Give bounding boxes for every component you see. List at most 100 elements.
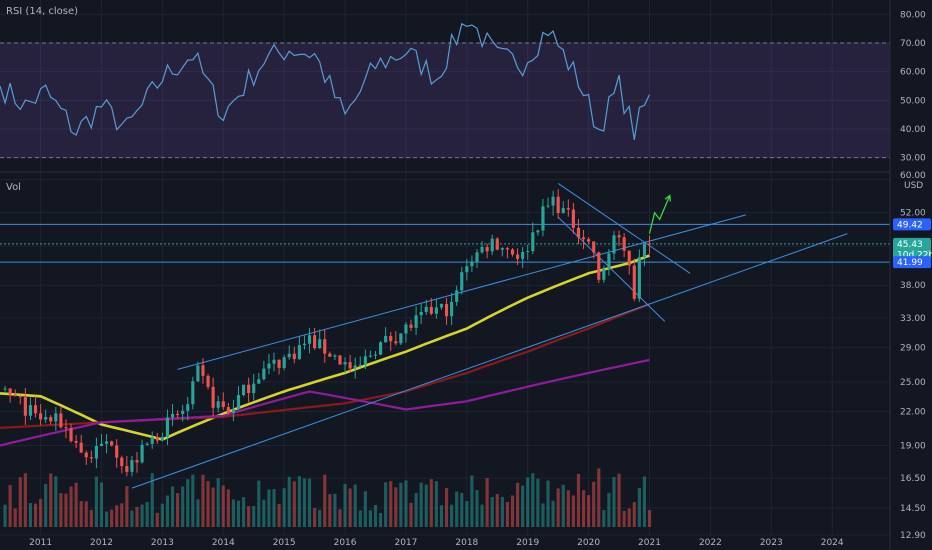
volume-bar: [434, 481, 438, 527]
volume-bar: [531, 473, 535, 527]
volume-bar: [602, 510, 606, 527]
candle-body: [414, 315, 418, 328]
candle-body: [247, 384, 251, 393]
candle-body: [44, 417, 48, 420]
volume-bar: [455, 491, 459, 527]
candle-body: [28, 405, 33, 416]
candle-body: [130, 460, 134, 472]
candle-body: [363, 356, 367, 365]
time-axis-label: 2019: [516, 538, 539, 548]
volume-bar: [54, 476, 58, 527]
volume-bar: [252, 505, 256, 527]
volume-bar: [399, 482, 403, 527]
candle-body: [566, 208, 570, 210]
volume-bar: [612, 477, 616, 527]
candle-body: [510, 249, 515, 255]
candle-body: [480, 247, 484, 253]
volume-bar: [160, 503, 164, 527]
volume-bar: [597, 468, 601, 527]
volume-title: Vol: [6, 182, 21, 193]
candle-body: [115, 445, 119, 458]
volume-bar: [313, 507, 317, 527]
candle-body: [384, 336, 388, 343]
candle-body: [368, 355, 372, 357]
candle-body: [33, 405, 38, 414]
candle-body: [287, 353, 291, 358]
rsi-title: RSI (14, close): [6, 6, 78, 17]
volume-bar: [170, 486, 175, 527]
candle-body: [241, 384, 246, 396]
candle-body: [328, 353, 332, 357]
candle-body: [307, 335, 312, 344]
time-axis[interactable]: 2011 2012 2013 2014 2015 2016 2017 2018 2019 2020…: [29, 538, 844, 548]
volume-bar: [135, 506, 139, 527]
candle-body: [302, 343, 307, 346]
volume-bar: [348, 488, 352, 527]
volume-bar: [262, 499, 266, 527]
candle-body: [581, 237, 586, 240]
volume-bar: [272, 489, 276, 527]
rsi-panel[interactable]: RSI (14, close): [0, 6, 890, 159]
candle-body: [186, 404, 190, 411]
volume-bar: [125, 486, 129, 527]
time-axis-label: 2020: [577, 538, 600, 548]
candle-body: [79, 442, 83, 453]
candle-body: [637, 257, 641, 299]
volume-bar: [536, 478, 540, 527]
candle-body: [125, 466, 129, 472]
volume-bar: [642, 476, 647, 527]
rsi-tick-label: 30.00: [900, 154, 926, 164]
candle-body: [145, 443, 149, 445]
candle-body: [561, 208, 565, 214]
candle-body: [181, 410, 185, 414]
candle-body: [556, 196, 560, 214]
candle-body: [13, 394, 17, 397]
candle-body: [434, 307, 438, 314]
candle-body: [647, 243, 652, 245]
price-tick-label: 33.00: [900, 314, 926, 324]
volume-bar: [79, 501, 83, 527]
volume-bar: [632, 502, 636, 527]
volume-bar: [33, 503, 38, 527]
candle-body: [500, 248, 504, 250]
candle-body: [297, 345, 301, 360]
candle-body: [338, 355, 342, 365]
volume-bar: [140, 504, 144, 527]
price-badge: [893, 237, 931, 250]
volume-bar: [389, 481, 393, 527]
volume-bar: [196, 499, 200, 527]
candle-body: [99, 443, 104, 447]
volume-bar: [44, 483, 48, 527]
volume-bar: [526, 477, 530, 527]
volume-bar: [485, 478, 489, 527]
candle-body: [551, 196, 555, 206]
volume-bar: [480, 504, 484, 527]
price-axis[interactable]: 80.00 70.00 60.00 50.00 40.00 30.00 60.00 52.0…: [889, 0, 932, 550]
candle-body: [64, 427, 68, 429]
volume-bar: [409, 502, 413, 527]
candle-body: [378, 342, 383, 355]
price-tick-label: 38.00: [900, 281, 926, 291]
volume-bar: [277, 504, 281, 527]
candle-body: [216, 401, 220, 408]
volume-bar: [566, 490, 570, 527]
candle-body: [429, 306, 433, 314]
volume-bar: [226, 489, 230, 527]
grid-lines: [0, 0, 890, 536]
candle-body: [155, 437, 159, 441]
candle-body: [592, 241, 596, 253]
volume-bar: [110, 509, 114, 527]
candle-body: [135, 460, 139, 463]
volume-bar: [145, 502, 149, 527]
volume-bar: [495, 493, 499, 527]
candle-body: [444, 303, 449, 317]
time-axis-label: 2024: [821, 538, 844, 548]
price-panel[interactable]: Vol: [0, 182, 890, 527]
price-badge: [893, 256, 931, 269]
price-tick-label: 29.00: [900, 344, 926, 354]
candle-body: [439, 303, 444, 308]
volume-bar: [8, 484, 12, 527]
